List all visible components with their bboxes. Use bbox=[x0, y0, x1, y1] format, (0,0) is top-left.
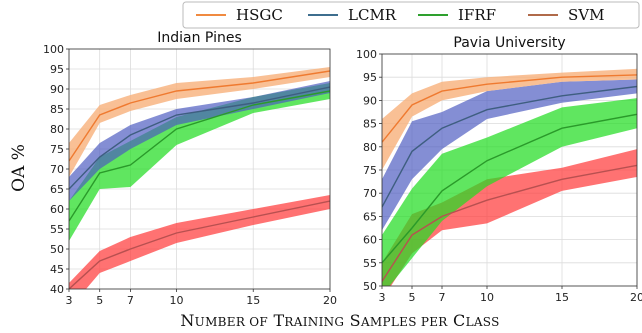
chart-indian-pines: Indian Pines 3 5 7 10 15 20 40 45 50 55 60 65 70 75 80 8… bbox=[43, 30, 337, 307]
series-line-svm bbox=[382, 164, 637, 282]
x-tick-label: 3 bbox=[66, 294, 73, 307]
y-tick-label: 55 bbox=[363, 257, 377, 270]
series-line-ifrf bbox=[69, 90, 330, 222]
y-tick-label: 80 bbox=[50, 123, 64, 136]
x-tick-label: 15 bbox=[555, 291, 569, 304]
legend-label-ifrf: IFRF bbox=[458, 6, 496, 24]
chart-title: Pavia University bbox=[453, 35, 565, 51]
y-tick-label: 85 bbox=[50, 103, 64, 116]
y-tick-label: 75 bbox=[50, 143, 64, 156]
x-tick-label: 5 bbox=[96, 294, 103, 307]
y-tick-label: 90 bbox=[50, 83, 64, 96]
y-tick-label: 100 bbox=[356, 48, 377, 61]
x-tick-label: 10 bbox=[169, 294, 183, 307]
band-hsgc bbox=[382, 68, 637, 170]
band-ifrf bbox=[382, 98, 637, 286]
x-tick-label: 7 bbox=[127, 294, 134, 307]
chart-pavia-university: Pavia University 3 5 7 10 15 20 50 55 60 65 70 75 80 8… bbox=[356, 35, 642, 304]
y-tick-label: 60 bbox=[363, 234, 377, 247]
legend-frame bbox=[182, 1, 640, 29]
y-tick-label: 40 bbox=[50, 283, 64, 296]
y-tick-label: 70 bbox=[50, 163, 64, 176]
band-svm bbox=[69, 195, 330, 289]
y-tick-label: 75 bbox=[363, 164, 377, 177]
series-line-lcmr bbox=[69, 86, 330, 190]
chart-title: Indian Pines bbox=[157, 30, 242, 46]
x-tick-label: 20 bbox=[323, 294, 337, 307]
y-tick-label: 70 bbox=[363, 187, 377, 200]
y-tick-label: 95 bbox=[363, 71, 377, 84]
y-tick-label: 65 bbox=[363, 210, 377, 223]
x-axis-label-cap: S bbox=[344, 311, 361, 330]
band-lcmr bbox=[382, 79, 637, 231]
x-axis-label-cap: N bbox=[180, 311, 194, 330]
y-tick-label: 45 bbox=[50, 263, 64, 276]
x-axis-label-cap: T bbox=[268, 311, 284, 330]
y-tick-label: 80 bbox=[363, 141, 377, 154]
y-tick-label: 50 bbox=[50, 243, 64, 256]
y-tick-label: 85 bbox=[363, 118, 377, 131]
x-tick-label: 20 bbox=[630, 291, 642, 304]
plot-area bbox=[382, 68, 637, 286]
x-tick-label: 3 bbox=[379, 291, 386, 304]
legend-label-lcmr: LCMR bbox=[348, 6, 397, 24]
legend-label-hsgc: HSGC bbox=[236, 6, 283, 24]
x-axis-label-rest: AMPLES PER bbox=[360, 315, 448, 329]
x-axis-label-cap: C bbox=[448, 311, 466, 330]
x-tick-label: 7 bbox=[439, 291, 446, 304]
series-line-ifrf bbox=[382, 113, 637, 264]
series-line-svm bbox=[69, 200, 330, 289]
band-hsgc bbox=[69, 67, 330, 177]
y-tick-label: 100 bbox=[43, 43, 64, 56]
y-tick-label: 90 bbox=[363, 94, 377, 107]
x-axis-label-rest: RAINING bbox=[284, 315, 344, 329]
series-line-hsgc bbox=[382, 74, 637, 143]
x-axis-label: NUMBER OF TRAINING SAMPLES PER CLASS bbox=[180, 311, 499, 330]
band-svm bbox=[382, 149, 637, 286]
series-line-lcmr bbox=[382, 85, 637, 208]
x-axis-label-rest: LASS bbox=[466, 315, 500, 329]
y-tick-label: 60 bbox=[50, 203, 64, 216]
legend-label-svm: SVM bbox=[568, 6, 604, 24]
x-tick-label: 5 bbox=[409, 291, 416, 304]
plot-area bbox=[69, 67, 330, 289]
series-line-hsgc bbox=[69, 70, 330, 162]
y-tick-label: 65 bbox=[50, 183, 64, 196]
y-axis-label: OA % bbox=[9, 144, 29, 192]
legend: HSGC LCMR IFRF SVM bbox=[182, 1, 640, 29]
y-tick-label: 55 bbox=[50, 223, 64, 236]
x-tick-label: 10 bbox=[480, 291, 494, 304]
x-tick-label: 15 bbox=[246, 294, 260, 307]
y-tick-label: 95 bbox=[50, 63, 64, 76]
y-tick-label: 50 bbox=[363, 280, 377, 293]
x-axis-label-rest: UMBER OF bbox=[195, 315, 268, 329]
